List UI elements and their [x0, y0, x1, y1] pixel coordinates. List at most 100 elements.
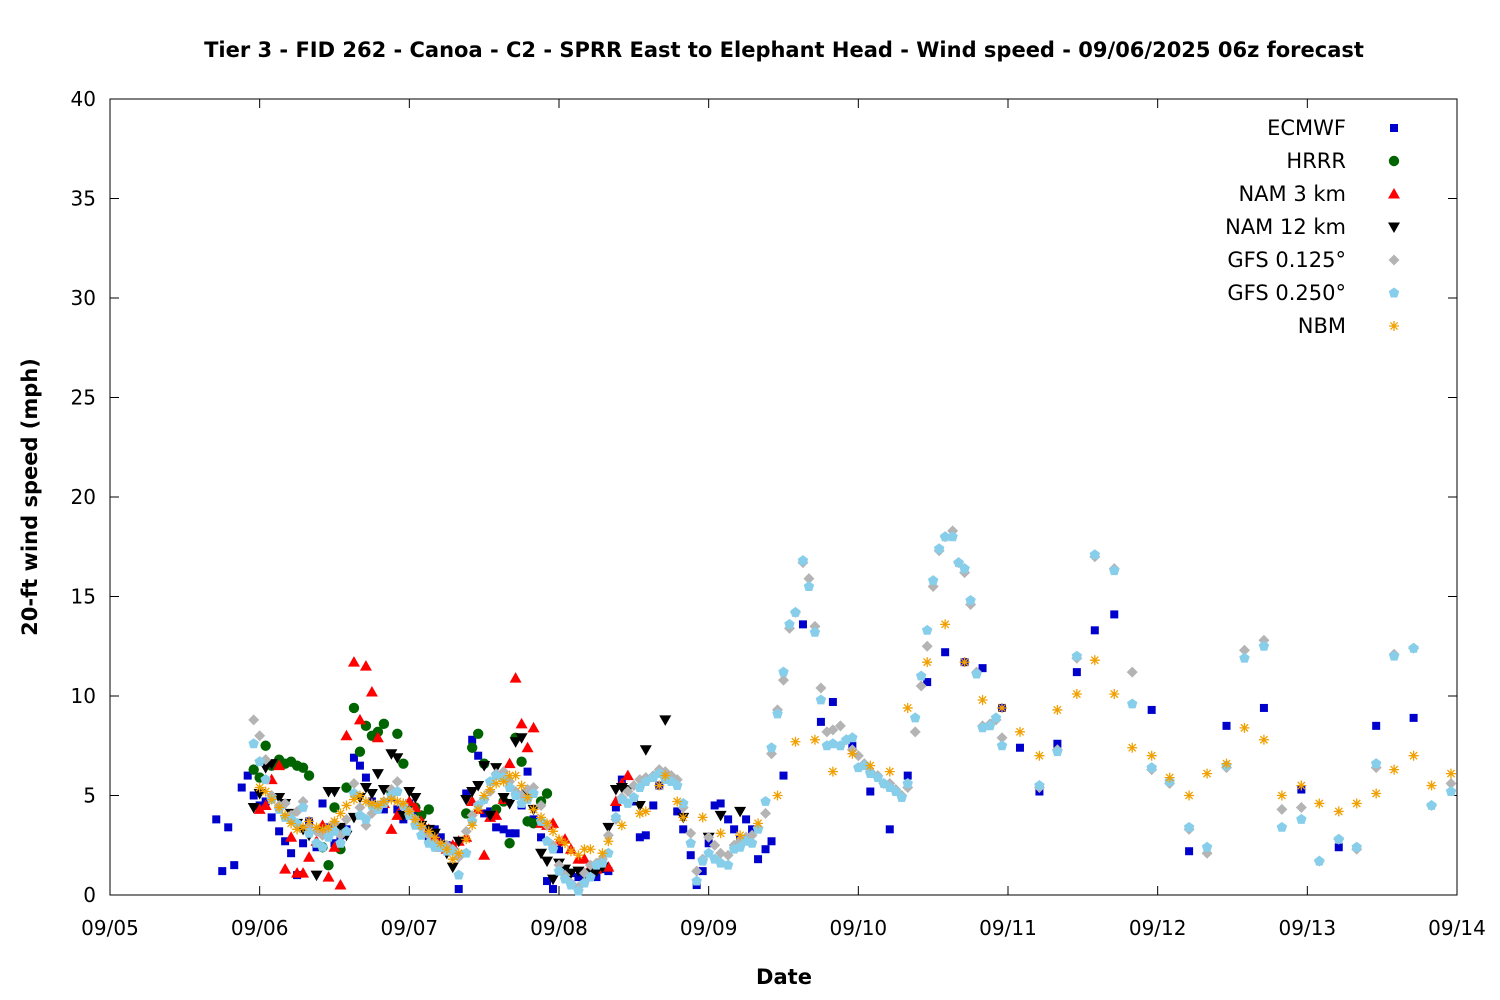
point-ecmwf — [923, 678, 932, 687]
point-nbm — [548, 826, 559, 837]
point-gfs-0-250 — [597, 857, 608, 868]
point-nbm — [597, 848, 608, 859]
point-nam-12-km — [460, 794, 473, 806]
y-tick-label: 20 — [71, 485, 96, 509]
point-nam-12-km — [714, 810, 727, 822]
point-ecmwf — [1090, 626, 1099, 635]
y-tick-label: 15 — [71, 585, 96, 609]
point-ecmwf — [218, 867, 227, 876]
point-hrrr — [348, 702, 360, 714]
point-ecmwf — [555, 845, 563, 854]
point-nbm — [1333, 806, 1344, 817]
point-nam-12-km — [541, 856, 554, 868]
point-nbm — [453, 848, 464, 859]
y-tick-label: 40 — [71, 87, 96, 111]
point-nbm — [753, 818, 764, 829]
point-ecmwf — [1110, 610, 1119, 619]
point-ecmwf — [454, 885, 463, 894]
point-gfs-0-250 — [510, 790, 521, 800]
legend-marker — [1388, 222, 1400, 233]
point-gfs-0-250 — [1388, 650, 1400, 661]
point-hrrr — [472, 728, 484, 740]
point-nbm — [510, 770, 521, 781]
point-gfs-0-250 — [260, 774, 271, 785]
legend-label: NAM 12 km — [1225, 215, 1346, 239]
series-nbm — [254, 619, 1457, 865]
point-ecmwf — [1334, 843, 1343, 852]
point-nbm — [378, 796, 389, 807]
point-nbm — [1408, 750, 1419, 761]
point-gfs-0-250 — [248, 738, 259, 749]
point-nbm — [292, 824, 303, 835]
point-ecmwf — [730, 825, 739, 834]
point-ecmwf — [866, 787, 875, 796]
point-nbm — [1296, 780, 1307, 791]
point-gfs-0-250 — [685, 837, 696, 848]
point-ecmwf — [349, 753, 358, 762]
legend-marker — [1388, 254, 1400, 266]
point-ecmwf — [480, 809, 489, 818]
point-nbm — [1164, 772, 1175, 783]
x-tick-label: 09/11 — [979, 916, 1037, 940]
point-nbm — [997, 702, 1008, 713]
point-nam-12-km — [310, 870, 323, 882]
point-nam-12-km — [734, 806, 747, 818]
point-gfs-0-125 — [691, 865, 703, 877]
point-ecmwf — [798, 620, 807, 629]
point-ecmwf — [611, 803, 620, 812]
point-ecmwf — [767, 837, 776, 846]
point-nbm — [1052, 704, 1063, 715]
point-nam-3-km — [391, 809, 404, 820]
point-gfs-0-250 — [815, 694, 827, 705]
point-gfs-0-250 — [797, 555, 809, 566]
point-gfs-0-125 — [535, 799, 547, 811]
legend-marker — [1389, 321, 1399, 331]
point-hrrr — [378, 718, 390, 730]
point-nam-3-km — [297, 867, 310, 878]
point-ecmwf — [779, 771, 788, 780]
point-gfs-0-250 — [1408, 642, 1419, 653]
point-gfs-0-250 — [984, 720, 996, 731]
point-gfs-0-125 — [1445, 778, 1457, 790]
point-nam-12-km — [472, 781, 485, 792]
point-gfs-0-250 — [865, 768, 876, 779]
point-gfs-0-125 — [803, 573, 815, 585]
point-nam-12-km — [365, 789, 378, 800]
point-gfs-0-250 — [453, 869, 464, 880]
point-nbm — [940, 619, 951, 630]
point-nam-12-km — [535, 848, 548, 860]
point-ecmwf — [468, 735, 477, 744]
point-nbm — [435, 838, 446, 849]
point-nam-3-km — [371, 731, 384, 743]
point-nam-3-km — [509, 672, 522, 683]
point-gfs-0-250 — [1445, 786, 1457, 796]
point-gfs-0-250 — [722, 859, 734, 870]
point-ecmwf — [1053, 739, 1062, 748]
point-nbm — [354, 790, 365, 801]
point-nam-3-km — [602, 861, 615, 872]
point-gfs-0-250 — [1071, 650, 1083, 661]
point-gfs-0-250 — [541, 835, 553, 846]
point-nbm — [360, 796, 371, 807]
point-gfs-0-250 — [254, 756, 265, 767]
point-gfs-0-250 — [559, 873, 571, 884]
point-gfs-0-250 — [1034, 780, 1045, 790]
point-gfs-0-250 — [902, 778, 913, 789]
point-nbm — [634, 808, 645, 819]
point-gfs-0-250 — [1258, 640, 1270, 651]
point-nbm — [847, 748, 858, 759]
point-nbm — [335, 808, 346, 819]
point-hrrr — [504, 838, 515, 849]
point-ecmwf — [1372, 721, 1381, 730]
point-nbm — [311, 822, 322, 833]
y-axis-ticks: 0 5 10 15 20 25 30 35 40 — [71, 87, 1457, 907]
point-hrrr — [297, 762, 309, 773]
point-ecmwf — [462, 789, 471, 798]
point-gfs-0-125 — [703, 831, 715, 843]
point-gfs-0-125 — [248, 714, 260, 726]
point-nbm — [977, 694, 988, 705]
point-ecmwf — [1015, 743, 1024, 752]
point-nbm — [504, 770, 515, 781]
x-axis-label: Date — [756, 965, 812, 989]
point-nam-3-km — [365, 686, 378, 697]
